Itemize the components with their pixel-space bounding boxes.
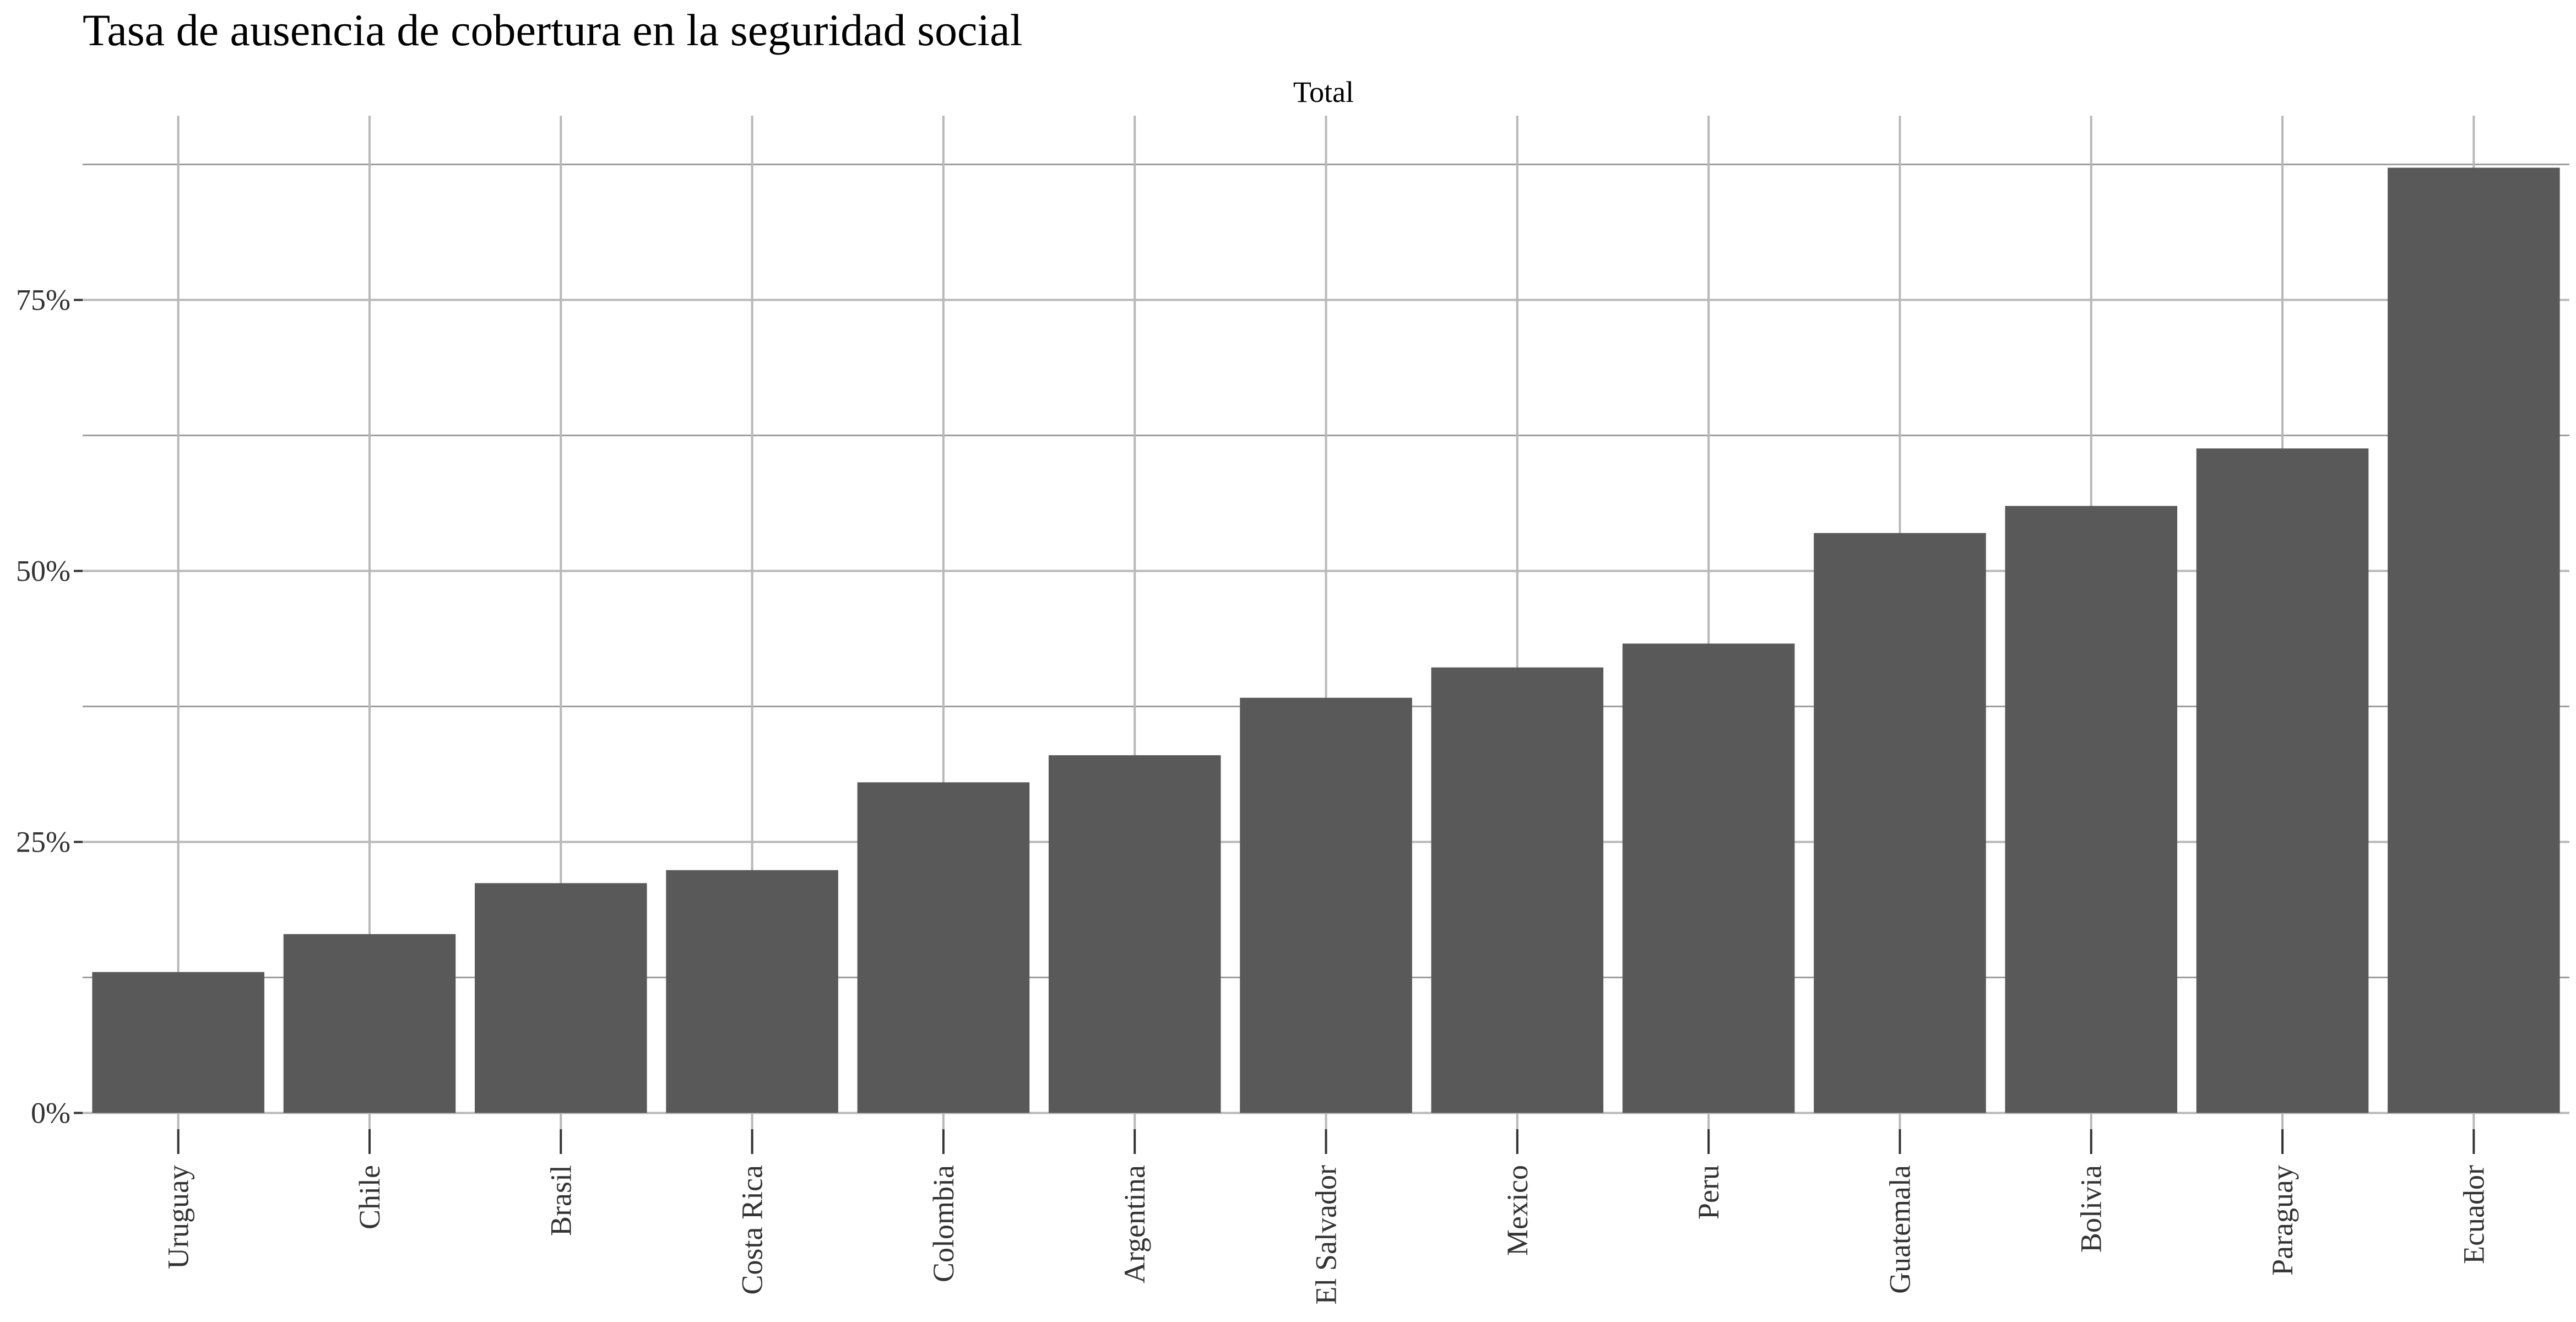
x-tick-label: Chile: [353, 1165, 386, 1229]
y-tick-label: 0%: [31, 1096, 70, 1129]
bars: [92, 167, 2560, 1113]
x-tick-label: Bolivia: [2075, 1165, 2108, 1253]
x-tick-label: Uruguay: [162, 1165, 195, 1269]
chart-title: Tasa de ausencia de cobertura en la segu…: [83, 5, 1023, 55]
bar-mexico: [1431, 667, 1604, 1113]
x-tick-label: Paraguay: [2266, 1165, 2299, 1276]
x-tick-label: Argentina: [1118, 1165, 1151, 1283]
x-tick-label: Peru: [1692, 1165, 1725, 1220]
x-tick-label: El Salvador: [1310, 1165, 1343, 1304]
x-tick-label: Ecuador: [2457, 1165, 2490, 1264]
x-tick-label: Guatemala: [1883, 1165, 1916, 1294]
bar-peru: [1622, 643, 1795, 1113]
x-tick-label: Costa Rica: [736, 1165, 769, 1294]
bar-brasil: [474, 883, 647, 1113]
y-tick-label: 50%: [16, 555, 70, 588]
bar-bolivia: [2005, 506, 2178, 1113]
bar-ecuador: [2388, 167, 2560, 1113]
x-tick-label: Mexico: [1501, 1165, 1534, 1256]
x-tick-label: Colombia: [927, 1165, 960, 1282]
y-axis: 0% 25% 50% 75%: [16, 284, 83, 1129]
x-tick-label: Brasil: [544, 1165, 577, 1236]
y-tick-label: 75%: [16, 284, 70, 317]
y-tick-label: 25%: [16, 826, 70, 859]
facet-label: Total: [1293, 75, 1354, 109]
bar-guatemala: [1814, 533, 1986, 1113]
x-axis: Uruguay Chile Brasil Costa Rica Colombia Arge…: [162, 1129, 2490, 1304]
bar-colombia: [857, 782, 1030, 1113]
bar-uruguay: [92, 972, 264, 1113]
bar-chile: [283, 934, 456, 1113]
bar-el-salvador: [1240, 697, 1412, 1113]
bar-paraguay: [2196, 448, 2369, 1113]
bar-costa-rica: [666, 870, 838, 1113]
bar-argentina: [1048, 755, 1221, 1113]
